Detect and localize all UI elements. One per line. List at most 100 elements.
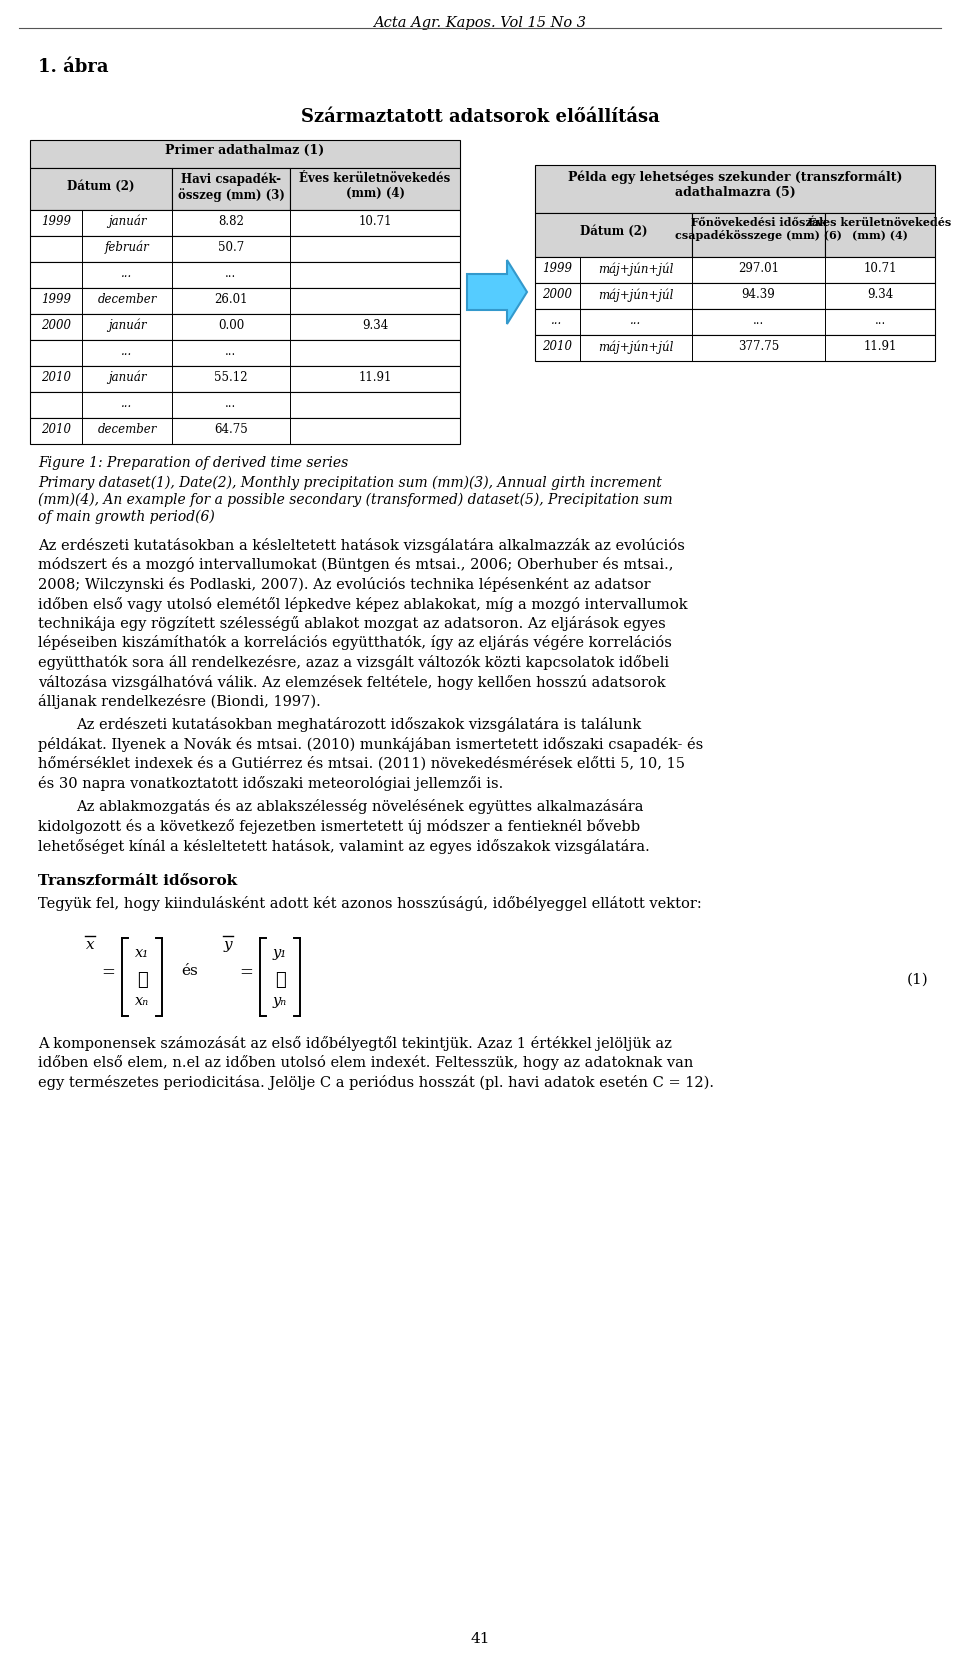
Text: 11.91: 11.91 xyxy=(358,370,392,384)
Text: 1999: 1999 xyxy=(41,215,71,228)
Bar xyxy=(692,213,825,256)
Text: Az erdészeti kutatásokban a késleltetett hatások vizsgálatára alkalmazzák az evo: Az erdészeti kutatásokban a késleltetett… xyxy=(38,538,684,552)
Text: január: január xyxy=(108,215,146,228)
Text: (1): (1) xyxy=(907,973,929,987)
Text: kidolgozott és a következő fejezetben ismertetett új módszer a fentieknél bővebb: kidolgozott és a következő fejezetben is… xyxy=(38,819,640,834)
Text: ...: ... xyxy=(121,346,132,357)
Text: módszert és a mozgó intervallumokat (Büntgen és mtsai., 2006; Oberhuber és mtsai: módszert és a mozgó intervallumokat (Bün… xyxy=(38,557,674,572)
Text: 297.01: 297.01 xyxy=(738,261,779,275)
Text: Primary dataset(1), Date(2), Monthly precipitation sum (mm)(3), Annual girth inc: Primary dataset(1), Date(2), Monthly pre… xyxy=(38,476,673,524)
Text: 64.75: 64.75 xyxy=(214,423,248,437)
Text: lépéseiben kiszámíthatók a korrelációs együtthatók, így az eljárás végére korrel: lépéseiben kiszámíthatók a korrelációs e… xyxy=(38,635,672,650)
Bar xyxy=(535,283,935,309)
Text: 26.01: 26.01 xyxy=(214,293,248,306)
Text: ...: ... xyxy=(226,266,236,280)
Text: x₁: x₁ xyxy=(135,946,149,959)
Text: ...: ... xyxy=(631,314,641,327)
Text: 55.12: 55.12 xyxy=(214,370,248,384)
Bar xyxy=(535,165,935,213)
Text: 2000: 2000 xyxy=(41,319,71,332)
Text: Származtatott adatsorok előállítása: Származtatott adatsorok előállítása xyxy=(300,108,660,126)
Text: máj+jún+júl: máj+jún+júl xyxy=(598,261,674,276)
Text: Dátum (2): Dátum (2) xyxy=(580,225,647,238)
Bar xyxy=(30,169,172,210)
Bar xyxy=(30,418,460,443)
Text: ...: ... xyxy=(121,397,132,410)
Text: technikája egy rögzített szélességű ablakot mozgat az adatsoron. Az eljárások eg: technikája egy rögzített szélességű abla… xyxy=(38,615,665,630)
Text: =: = xyxy=(101,964,115,981)
Text: 2010: 2010 xyxy=(542,341,572,352)
Text: 11.91: 11.91 xyxy=(863,341,897,352)
Text: A komponensek számozását az első időbélyegtől tekintjük. Azaz 1 értékkel jelöljü: A komponensek számozását az első időbély… xyxy=(38,1035,672,1050)
Text: 8.82: 8.82 xyxy=(218,215,244,228)
Text: Transzformált idősorok: Transzformált idősorok xyxy=(38,873,237,888)
Text: ...: ... xyxy=(875,314,886,327)
Text: egy természetes periodicitása. Jelölje C a periódus hosszát (pl. havi adatok ese: egy természetes periodicitása. Jelölje C… xyxy=(38,1075,714,1090)
Text: 50.7: 50.7 xyxy=(218,241,244,255)
Bar xyxy=(535,213,692,256)
Bar xyxy=(30,210,460,237)
Text: változása vizsgálhatóvá válik. Az elemzések feltétele, hogy kellően hosszú adats: változása vizsgálhatóvá válik. Az elemzé… xyxy=(38,675,665,690)
Bar xyxy=(172,169,290,210)
Bar xyxy=(30,288,460,314)
Text: Dátum (2): Dátum (2) xyxy=(67,180,134,194)
Text: 377.75: 377.75 xyxy=(738,341,780,352)
Text: =: = xyxy=(239,964,252,981)
Text: ...: ... xyxy=(753,314,764,327)
Text: együtthatók sora áll rendelkezésre, azaz a vizsgált változók közti kapcsolatok i: együtthatók sora áll rendelkezésre, azaz… xyxy=(38,655,669,670)
Text: ...: ... xyxy=(551,314,563,327)
Bar xyxy=(30,261,460,288)
Text: január: január xyxy=(108,319,146,332)
Text: Éves kerületnövekedés
(mm) (4): Éves kerületnövekedés (mm) (4) xyxy=(808,217,951,241)
Text: 1. ábra: 1. ábra xyxy=(38,58,108,76)
Text: ...: ... xyxy=(226,397,236,410)
Text: 10.71: 10.71 xyxy=(863,261,897,275)
Text: Havi csapadék-
összeg (mm) (3): Havi csapadék- összeg (mm) (3) xyxy=(178,172,284,202)
Text: 2000: 2000 xyxy=(542,288,572,301)
Text: Primer adathalmaz (1): Primer adathalmaz (1) xyxy=(165,144,324,157)
Text: hőmérséklet indexek és a Gutiérrez és mtsai. (2011) növekedésmérések előtti 5, 1: hőmérséklet indexek és a Gutiérrez és mt… xyxy=(38,756,685,771)
Bar xyxy=(535,336,935,361)
Text: máj+jún+júl: máj+jún+júl xyxy=(598,341,674,354)
Text: példákat. Ilyenek a Novák és mtsai. (2010) munkájában ismertetett időszaki csapa: példákat. Ilyenek a Novák és mtsai. (201… xyxy=(38,738,704,753)
Text: december: december xyxy=(97,293,156,306)
Text: 10.71: 10.71 xyxy=(358,215,392,228)
Text: máj+jún+júl: máj+jún+júl xyxy=(598,288,674,301)
Text: 2008; Wilczynski és Podlaski, 2007). Az evolúciós technika lépésenként az adatso: 2008; Wilczynski és Podlaski, 2007). Az … xyxy=(38,577,651,592)
Text: y: y xyxy=(224,938,232,953)
Text: Az erdészeti kutatásokban meghatározott időszakok vizsgálatára is találunk: Az erdészeti kutatásokban meghatározott … xyxy=(76,718,641,733)
Text: lehetőséget kínál a késleltetett hatások, valamint az egyes időszakok vizsgálatá: lehetőséget kínál a késleltetett hatások… xyxy=(38,839,650,853)
Text: 1999: 1999 xyxy=(41,293,71,306)
Bar xyxy=(30,341,460,366)
Text: yₙ: yₙ xyxy=(273,994,287,1007)
Text: 2010: 2010 xyxy=(41,370,71,384)
Text: 0.00: 0.00 xyxy=(218,319,244,332)
Text: 9.34: 9.34 xyxy=(867,288,893,301)
Bar xyxy=(30,366,460,392)
Text: xₙ: xₙ xyxy=(135,994,149,1007)
Text: ...: ... xyxy=(121,266,132,280)
Text: Figure 1: Preparation of derived time series: Figure 1: Preparation of derived time se… xyxy=(38,457,348,470)
Text: Példa egy lehetséges szekunder (transzformált)
adathalmazra (5): Példa egy lehetséges szekunder (transzfo… xyxy=(567,170,902,198)
Text: 2010: 2010 xyxy=(41,423,71,437)
Bar xyxy=(30,237,460,261)
Text: január: január xyxy=(108,370,146,384)
Bar xyxy=(290,169,460,210)
Bar xyxy=(30,141,460,169)
Text: 1999: 1999 xyxy=(542,261,572,275)
Text: Tegyük fel, hogy kiindulásként adott két azonos hosszúságú, időbélyeggel ellátot: Tegyük fel, hogy kiindulásként adott két… xyxy=(38,896,702,911)
Text: ⋮: ⋮ xyxy=(136,971,148,989)
Bar xyxy=(30,392,460,418)
Text: időben első vagy utolsó elemétől lépkedve képez ablakokat, míg a mozgó intervall: időben első vagy utolsó elemétől lépkedv… xyxy=(38,597,687,612)
Bar xyxy=(30,314,460,341)
Text: ...: ... xyxy=(226,346,236,357)
Text: ⋮: ⋮ xyxy=(275,971,285,989)
Text: 9.34: 9.34 xyxy=(362,319,388,332)
Text: 41: 41 xyxy=(470,1632,490,1646)
Text: Főnövekedési időszak
csapadékösszege (mm) (6): Főnövekedési időszak csapadékösszege (mm… xyxy=(675,217,842,241)
Bar xyxy=(535,309,935,336)
Text: Éves kerületnövekedés
(mm) (4): Éves kerületnövekedés (mm) (4) xyxy=(300,172,450,200)
Text: álljanak rendelkezésre (Biondi, 1997).: álljanak rendelkezésre (Biondi, 1997). xyxy=(38,695,321,710)
Text: időben első elem, n.el az időben utolsó elem indexét. Feltesszük, hogy az adatok: időben első elem, n.el az időben utolsó … xyxy=(38,1055,693,1070)
Text: Acta Agr. Kapos. Vol 15 No 3: Acta Agr. Kapos. Vol 15 No 3 xyxy=(373,17,587,30)
